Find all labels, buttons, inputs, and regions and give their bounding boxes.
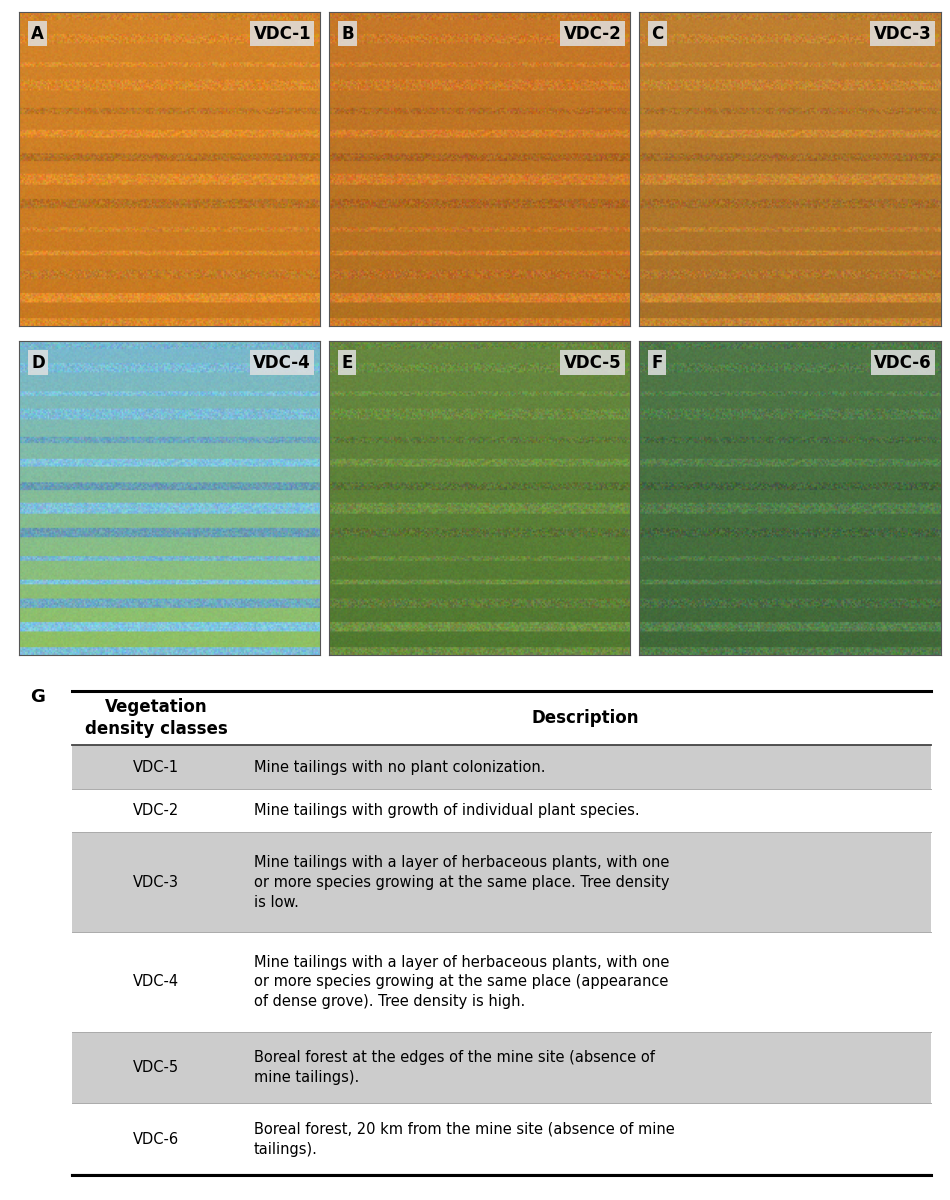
Bar [72,788,931,833]
Text: VDC-2: VDC-2 [133,803,180,818]
Text: F: F [652,354,663,372]
Text: VDC-5: VDC-5 [563,354,621,372]
Text: Description: Description [532,709,639,727]
Bar [72,745,931,788]
Text: Boreal forest, 20 km from the mine site (absence of mine
tailings).: Boreal forest, 20 km from the mine site … [254,1122,674,1157]
Text: Mine tailings with growth of individual plant species.: Mine tailings with growth of individual … [254,803,639,818]
Bar [72,1032,931,1104]
Text: VDC-6: VDC-6 [133,1132,180,1147]
Text: D: D [31,354,45,372]
Text: Mine tailings with a layer of herbaceous plants, with one
or more species growin: Mine tailings with a layer of herbaceous… [254,955,669,1009]
Text: Vegetation
density classes: Vegetation density classes [85,698,228,738]
Bar [72,932,931,1032]
Text: VDC-5: VDC-5 [133,1060,180,1075]
Text: Mine tailings with a layer of herbaceous plants, with one
or more species growin: Mine tailings with a layer of herbaceous… [254,854,669,910]
Text: VDC-3: VDC-3 [874,24,931,42]
Bar [72,1104,931,1175]
Text: E: E [341,354,352,372]
Text: VDC-1: VDC-1 [133,760,180,774]
Text: VDC-4: VDC-4 [133,974,180,990]
Text: VDC-4: VDC-4 [254,354,311,372]
Text: B: B [341,24,353,42]
Text: VDC-6: VDC-6 [874,354,931,372]
Text: VDC-2: VDC-2 [563,24,621,42]
Text: Boreal forest at the edges of the mine site (absence of
mine tailings).: Boreal forest at the edges of the mine s… [254,1050,655,1085]
Text: Mine tailings with no plant colonization.: Mine tailings with no plant colonization… [254,760,545,774]
Text: A: A [31,24,44,42]
Bar [72,833,931,932]
Text: C: C [652,24,664,42]
Text: G: G [30,689,45,707]
Text: VDC-1: VDC-1 [254,24,311,42]
Text: VDC-3: VDC-3 [133,875,180,889]
